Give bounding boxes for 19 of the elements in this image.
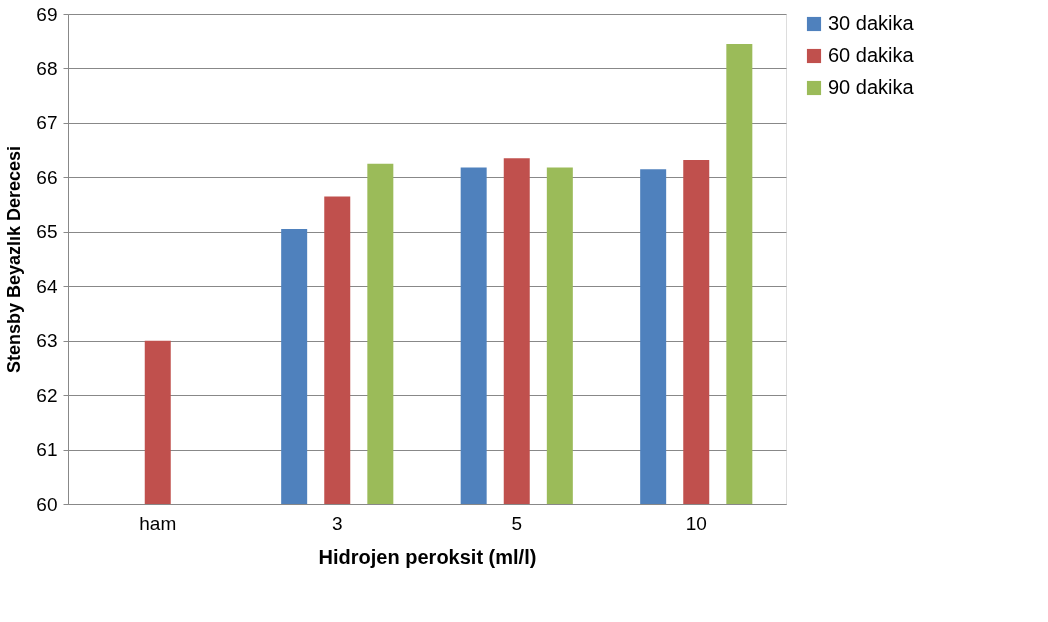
x-axis-title: Hidrojen peroksit (ml/l) [318, 545, 537, 568]
y-tick-label: 61 [36, 439, 58, 461]
y-tick-label: 69 [36, 3, 58, 25]
y-tick-label: 68 [36, 57, 58, 79]
y-tick-label: 60 [36, 493, 58, 515]
y-tick-label: 66 [36, 166, 58, 188]
y-tick-label: 62 [36, 384, 58, 406]
legend-label: 60 dakika [828, 44, 915, 66]
x-tick-label: 3 [331, 512, 343, 534]
y-tick-label: 63 [36, 330, 58, 352]
y-axis-title: Stensby Beyazlık Derecesi [4, 145, 25, 374]
legend-label: 90 dakika [828, 76, 915, 98]
y-tick-label: 65 [36, 221, 58, 243]
legend-label: 30 dakika [828, 12, 915, 34]
x-tick-label: 10 [685, 512, 707, 534]
x-tick-label: 5 [511, 512, 523, 534]
x-tick-label: ham [139, 512, 177, 534]
y-tick-label: 64 [36, 275, 58, 297]
y-tick-label: 67 [36, 112, 58, 134]
